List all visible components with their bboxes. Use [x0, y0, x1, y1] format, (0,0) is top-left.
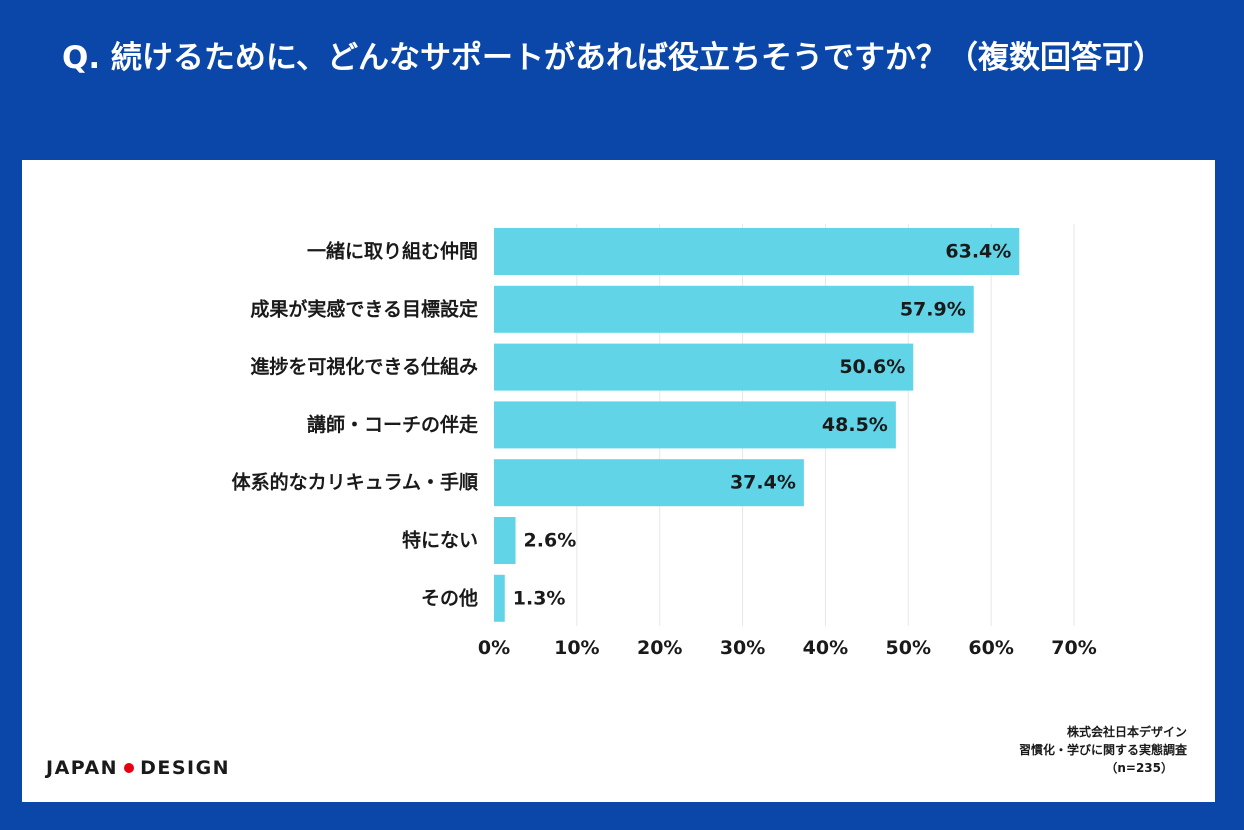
category-label-6: その他 [421, 586, 478, 609]
bar-3 [494, 401, 896, 449]
data-label-2: 50.6% [839, 356, 905, 378]
x-tick-label-6: 60% [968, 637, 1013, 659]
bar-4 [494, 459, 804, 507]
category-label-5: 特にない [402, 530, 478, 552]
chart-panel: 一緒に取り組む仲間 63.4% 成果が実感できる目標設定 57.9% 進捗を可視化できる… [22, 160, 1215, 802]
x-tick-label-7: 70% [1051, 637, 1096, 659]
x-tick-label-1: 10% [554, 637, 599, 659]
category-label-1: 成果が実感できる目標設定 [250, 297, 478, 320]
bar-chart: 一緒に取り組む仲間 63.4% 成果が実感できる目標設定 57.9% 進捗を可視化できる… [232, 224, 1097, 659]
data-label-6: 1.3% [513, 587, 566, 609]
x-tick-label-2: 20% [637, 637, 682, 659]
x-tick-label-3: 30% [720, 637, 765, 659]
category-label-2: 進捗を可視化できる仕組み [250, 355, 478, 378]
category-label-3: 講師・コーチの伴走 [307, 413, 478, 436]
x-tick-label-5: 50% [886, 637, 931, 659]
bar-2 [494, 343, 914, 391]
x-tick-label-4: 40% [803, 637, 848, 659]
bar-0 [494, 228, 1020, 275]
source-note: 株式会社日本デザイン 習慣化・学びに関する実態調査 （n=235） [1019, 723, 1187, 777]
source-company: 株式会社日本デザイン [1066, 725, 1187, 739]
source-survey-name: 習慣化・学びに関する実態調査 [1018, 743, 1187, 757]
bar-6 [494, 574, 505, 622]
question-title: Q. 続けるために、どんなサポートがあれば役立ちそうですか？（複数回答可） [62, 40, 1164, 76]
data-label-5: 2.6% [524, 530, 577, 552]
bar-5 [494, 517, 516, 564]
company-logo: JAPAN DESIGN [46, 757, 230, 779]
logo-word-japan: JAPAN [46, 757, 119, 779]
x-tick-label-0: 0% [478, 637, 510, 659]
category-label-4: 体系的なカリキュラム・手順 [232, 471, 479, 494]
data-label-4: 37.4% [730, 472, 796, 494]
data-label-0: 63.4% [945, 241, 1011, 263]
logo-word-design: DESIGN [140, 757, 231, 779]
category-label-0: 一緒に取り組む仲間 [307, 240, 478, 263]
source-sample-size: （n=235） [1105, 761, 1173, 775]
bar-1 [494, 285, 974, 333]
logo-dot-icon [124, 763, 135, 773]
data-label-3: 48.5% [822, 414, 888, 436]
data-label-1: 57.9% [900, 298, 966, 320]
